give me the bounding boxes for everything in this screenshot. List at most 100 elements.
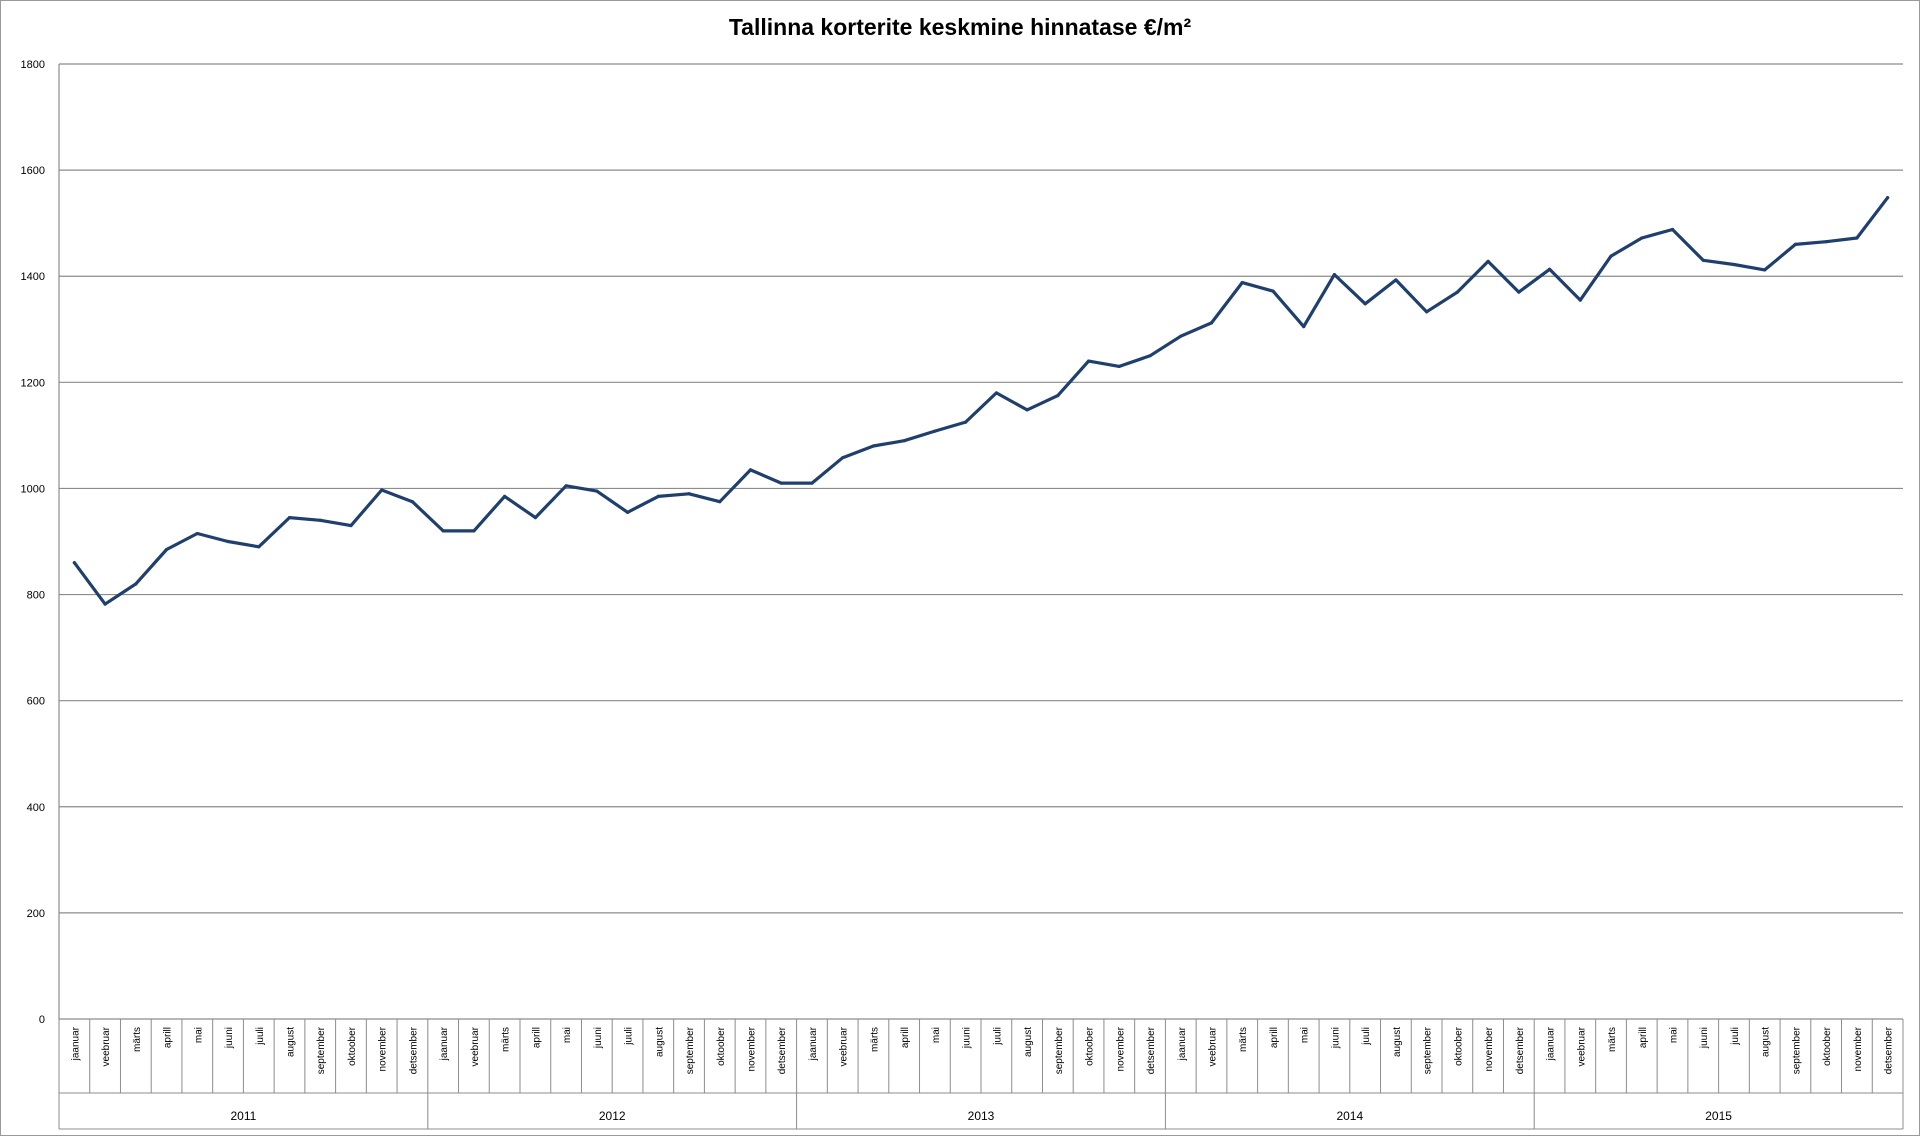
- data-point: [441, 529, 445, 533]
- x-tick-label: september: [1054, 1026, 1065, 1074]
- data-point: [1209, 321, 1214, 325]
- data-point: [1117, 364, 1121, 369]
- series-layer: [72, 196, 1890, 606]
- x-tick-label: mai: [562, 1027, 573, 1043]
- data-point: [1701, 258, 1705, 262]
- data-point: [103, 602, 107, 606]
- data-point: [1609, 254, 1613, 258]
- x-tick-label: jaanuar: [1177, 1026, 1188, 1061]
- data-point: [779, 481, 783, 485]
- x-tick-label: jaanuar: [1546, 1026, 1557, 1061]
- data-point: [349, 523, 353, 528]
- data-point: [933, 429, 937, 433]
- data-point: [533, 516, 537, 520]
- x-tick-label: juuli: [255, 1027, 266, 1046]
- x-tick-label: august: [1392, 1027, 1403, 1057]
- y-tick-label: 1000: [21, 483, 45, 495]
- x-tick-label: november: [1115, 1026, 1126, 1071]
- data-point: [195, 531, 199, 536]
- x-tick-label: august: [1761, 1027, 1772, 1057]
- data-point: [1670, 227, 1675, 232]
- x-tick-label: märts: [1238, 1027, 1249, 1052]
- y-tick-label: 600: [27, 696, 45, 708]
- year-label: 2011: [230, 1109, 256, 1123]
- y-tick-label: 1800: [21, 59, 45, 71]
- year-label: 2013: [968, 1109, 995, 1123]
- series-line: [72, 196, 1890, 606]
- data-point: [472, 529, 476, 533]
- x-tick-label: veebruar: [1576, 1026, 1587, 1066]
- data-point: [164, 547, 169, 552]
- data-point: [1578, 298, 1582, 302]
- y-tick-label: 400: [27, 802, 45, 814]
- data-point: [1517, 290, 1521, 294]
- data-point: [1394, 278, 1398, 282]
- x-tick-label: november: [378, 1026, 389, 1071]
- x-tick-label: veebruar: [1208, 1026, 1219, 1066]
- x-tick-label: aprill: [531, 1027, 542, 1048]
- chart-title: Tallinna korterite keskmine hinnatase €/…: [729, 14, 1192, 40]
- data-point: [1732, 262, 1736, 267]
- x-tick-label: detsember: [1515, 1026, 1526, 1074]
- x-tick-label: oktoober: [1085, 1026, 1096, 1066]
- data-point: [257, 545, 261, 549]
- data-point: [1486, 259, 1490, 263]
- x-tick-label: juuni: [593, 1027, 604, 1049]
- x-tick-label: mai: [193, 1027, 204, 1043]
- data-point: [1824, 240, 1828, 244]
- data-point: [810, 481, 814, 485]
- x-tick-label: mai: [931, 1027, 942, 1043]
- data-point: [1425, 310, 1429, 314]
- data-point: [1363, 302, 1367, 306]
- x-tick-label: märts: [869, 1027, 880, 1052]
- data-point: [1763, 268, 1767, 272]
- x-tick-label: november: [1484, 1026, 1495, 1071]
- y-tick-label: 800: [27, 590, 45, 602]
- y-axis-ticks: 0 200 400 600 800 1000 1200 1400 1600 1800: [21, 59, 45, 1026]
- gridlines: [58, 63, 1903, 1020]
- data-point: [1886, 196, 1890, 200]
- data-point: [964, 420, 968, 424]
- data-point: [994, 391, 998, 395]
- data-point: [871, 444, 876, 448]
- data-point: [1240, 280, 1244, 285]
- x-tick-label: mai: [1300, 1027, 1311, 1043]
- data-point: [380, 488, 384, 492]
- data-point: [564, 484, 568, 488]
- data-point: [902, 439, 906, 443]
- x-tick-label: märts: [1607, 1027, 1618, 1052]
- x-axis: jaanuar veebruar märts aprill mai juuni juuli a…: [58, 1019, 1904, 1130]
- data-point: [595, 489, 599, 493]
- y-tick-label: 1200: [21, 377, 45, 389]
- x-tick-label: september: [1791, 1026, 1802, 1074]
- x-tick-label: august: [1023, 1027, 1034, 1057]
- y-tick-label: 1600: [21, 165, 45, 177]
- x-tick-label: juuli: [1361, 1027, 1372, 1046]
- x-tick-label: märts: [132, 1027, 143, 1052]
- data-point: [656, 494, 660, 499]
- x-tick-label: oktoober: [1453, 1026, 1464, 1066]
- data-point: [1793, 242, 1798, 246]
- data-point: [134, 582, 138, 586]
- x-tick-label: jaanuar: [70, 1026, 81, 1061]
- data-point: [318, 518, 322, 522]
- x-tick-label: juuli: [1730, 1027, 1741, 1046]
- x-tick-label: august: [654, 1027, 665, 1057]
- x-tick-label: detsember: [1146, 1026, 1157, 1074]
- year-label: 2014: [1336, 1109, 1363, 1123]
- x-tick-label: aprill: [1269, 1027, 1280, 1048]
- x-tick-label: jaanuar: [439, 1026, 450, 1061]
- x-tick-label: juuli: [992, 1027, 1003, 1046]
- x-tick-label: detsember: [1884, 1026, 1895, 1074]
- x-tick-label: september: [1423, 1026, 1434, 1074]
- y-tick-label: 1400: [21, 271, 45, 283]
- x-tick-label: aprill: [900, 1027, 911, 1048]
- data-point: [287, 516, 292, 520]
- data-point: [1855, 236, 1859, 240]
- x-tick-label: juuli: [624, 1027, 635, 1046]
- x-tick-label: jaanuar: [808, 1026, 819, 1061]
- data-point: [1640, 236, 1644, 240]
- data-point: [1455, 290, 1459, 294]
- data-point: [410, 500, 415, 504]
